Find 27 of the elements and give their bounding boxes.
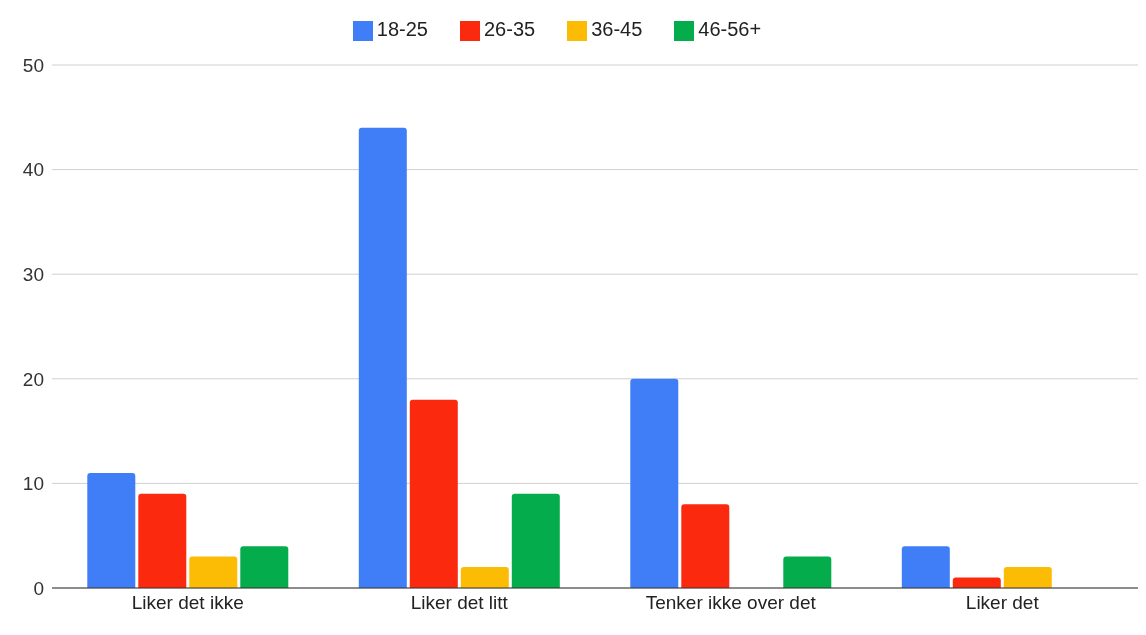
y-tick-label: 0: [33, 577, 44, 599]
bar: [138, 493, 187, 588]
bar: [630, 378, 679, 588]
y-tick-label: 20: [22, 368, 44, 390]
bar: [358, 127, 407, 588]
legend-label: 18-25: [376, 18, 428, 40]
y-tick-label: 30: [22, 263, 44, 285]
x-tick-label: Tenker ikke over det: [645, 592, 817, 614]
x-tick-label: Liker det litt: [410, 592, 509, 614]
y-tick-label: 10: [22, 473, 44, 495]
bar: [783, 556, 832, 588]
legend-label: 26-35: [484, 18, 536, 40]
x-tick-label: Liker det ikke: [131, 592, 244, 614]
x-tick-label: Liker det: [965, 592, 1040, 614]
legend-label: 46-56+: [698, 18, 762, 40]
bar: [901, 546, 950, 588]
bar: [681, 504, 730, 588]
y-tick-label: 40: [22, 159, 44, 181]
bar: [189, 556, 238, 588]
bar: [87, 472, 136, 588]
y-tick-label: 50: [22, 54, 44, 76]
bar: [1003, 567, 1052, 588]
bar: [240, 546, 289, 588]
bar: [460, 567, 509, 588]
legend-label: 36-45: [591, 18, 643, 40]
bar: [511, 493, 560, 588]
bar: [409, 399, 458, 588]
